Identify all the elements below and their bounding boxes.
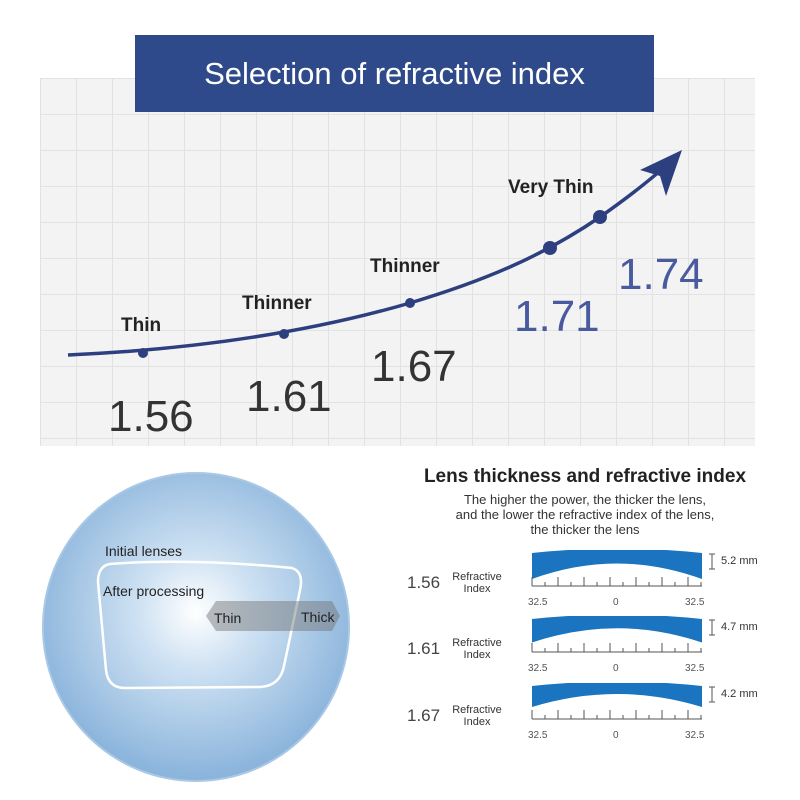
index-label: Index — [463, 716, 491, 728]
grid-background — [40, 78, 755, 446]
subtitle-line-1: The higher the power, the thicker the le… — [463, 492, 707, 507]
scale-left: 32.5 — [528, 730, 548, 741]
subtitle-line-2: and the lower the refractive index of th… — [455, 507, 715, 522]
scale-left: 32.5 — [528, 597, 548, 608]
thin-thick-arrow — [206, 601, 340, 631]
point-1-56 — [138, 348, 148, 358]
value-1-56: 1.56 — [108, 392, 194, 441]
center-cross-icon: + — [190, 609, 199, 626]
row-index-value: 1.61 — [407, 639, 441, 658]
value-1-61: 1.61 — [246, 372, 332, 421]
label-very-thin: Very Thin — [508, 177, 594, 198]
lens-frame: + — [96, 560, 340, 690]
thickness-marker-icon — [709, 686, 715, 703]
label-thinner-2: Thinner — [370, 256, 440, 277]
scale-left: 32.5 — [528, 663, 548, 674]
thickness-value: 5.2 mm — [721, 555, 758, 567]
thickness-value: 4.2 mm — [721, 688, 758, 700]
label-thin: Thin — [121, 315, 162, 336]
thick-label: Thick — [301, 609, 335, 625]
lens-profile-1 — [531, 616, 702, 653]
scale-center: 0 — [613, 663, 619, 674]
thickness-marker-icon — [709, 619, 715, 636]
row-index-label: Refractive Index — [446, 571, 508, 595]
thickness-value: 4.7 mm — [721, 621, 758, 633]
index-label: Index — [463, 583, 491, 595]
refractive-label: Refractive — [452, 637, 502, 649]
label-thinner: Thinner — [242, 293, 312, 314]
arrow-head-icon — [640, 150, 682, 196]
thickness-marker-icon — [709, 553, 715, 570]
scale-right: 32.5 — [685, 597, 705, 608]
lens-profile-0 — [531, 550, 702, 587]
curve-line — [67, 162, 670, 357]
scale-right: 32.5 — [685, 663, 705, 674]
scale-center: 0 — [613, 730, 619, 741]
value-1-71: 1.71 — [514, 292, 600, 341]
subtitle-line-3: the thicker the lens — [530, 522, 640, 537]
after-processing-label: After processing — [103, 583, 205, 599]
refractive-label: Refractive — [452, 571, 502, 583]
point-1-74 — [593, 210, 607, 224]
row-index-label: Refractive Index — [446, 637, 508, 661]
title-banner: Selection of refractive index — [135, 35, 654, 112]
value-1-67: 1.67 — [371, 342, 457, 391]
thickness-title: Lens thickness and refractive index — [423, 466, 747, 487]
lens-profile-2 — [531, 683, 702, 720]
lens-cross-section — [532, 683, 702, 707]
thin-label: Thin — [214, 610, 242, 626]
scale-center: 0 — [613, 597, 619, 608]
page-title: Selection of refractive index — [204, 55, 585, 91]
lens-cross-section — [532, 550, 702, 579]
initial-lenses-label: Initial lenses — [105, 543, 183, 559]
row-index-label: Refractive Index — [446, 704, 508, 728]
scale-right: 32.5 — [685, 730, 705, 741]
value-1-74: 1.74 — [618, 250, 704, 299]
row-index-value: 1.67 — [407, 706, 441, 725]
row-index-value: 1.56 — [407, 573, 441, 592]
refractive-label: Refractive — [452, 704, 502, 716]
lens-cross-section — [532, 616, 702, 643]
point-1-67 — [405, 298, 415, 308]
initial-lens-circle — [42, 472, 350, 782]
point-1-71 — [543, 241, 557, 255]
index-label: Index — [463, 649, 491, 661]
point-1-61 — [279, 329, 289, 339]
frame-outline — [96, 560, 303, 690]
index-curve — [67, 150, 682, 358]
